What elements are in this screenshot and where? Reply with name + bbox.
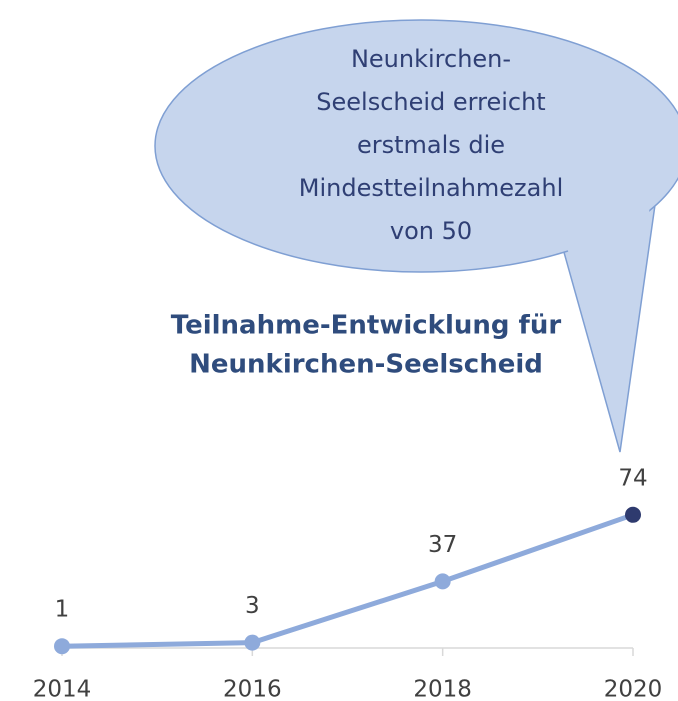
data-label: 74 — [618, 465, 647, 491]
callout: Neunkirchen- Seelscheid erreicht erstmals … — [154, 19, 678, 453]
data-label: 37 — [428, 532, 457, 558]
chart-title: Teilnahme-Entwicklung für — [171, 311, 562, 341]
annotation-text: erstmals die — [357, 131, 505, 159]
callout-tail-fill — [563, 205, 650, 444]
data-label: 1 — [55, 597, 70, 623]
x-tick-label: 2014 — [33, 677, 92, 701]
annotation-text: von 50 — [390, 217, 472, 245]
annotation-text: Neunkirchen- — [351, 45, 511, 73]
data-point — [434, 573, 451, 590]
x-tick-label: 2020 — [604, 677, 663, 701]
chart-title: Neunkirchen-Seelscheid — [189, 350, 543, 380]
x-tick-label: 2018 — [413, 677, 472, 701]
annotation-text: Mindestteilnahmezahl — [299, 174, 563, 202]
annotation-text: Seelscheid erreicht — [316, 88, 545, 116]
data-point — [244, 634, 261, 651]
data-label: 3 — [245, 593, 260, 619]
callout-bubble — [154, 19, 678, 273]
x-tick-label: 2016 — [223, 677, 282, 701]
data-line — [61, 512, 634, 649]
data-point — [54, 638, 70, 655]
data-point — [625, 506, 641, 523]
